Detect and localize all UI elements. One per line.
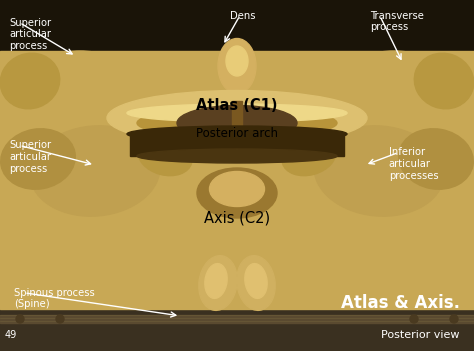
Ellipse shape [399, 129, 474, 189]
Text: Posterior view: Posterior view [381, 331, 460, 340]
Ellipse shape [205, 264, 227, 298]
Ellipse shape [324, 51, 464, 161]
Text: Inferior
articular
processes: Inferior articular processes [389, 147, 438, 181]
Ellipse shape [197, 168, 277, 218]
Bar [157, 128, 317, 133]
Ellipse shape [187, 129, 287, 157]
Text: Superior
articular
process: Superior articular process [9, 140, 52, 174]
Text: Atlas & Axis.: Atlas & Axis. [341, 294, 460, 312]
Ellipse shape [97, 126, 377, 236]
Ellipse shape [30, 126, 160, 216]
Bar [130, 134, 344, 156]
Ellipse shape [414, 53, 474, 109]
Text: Atlas (C1): Atlas (C1) [196, 98, 278, 113]
Ellipse shape [137, 149, 337, 163]
Bar [0, 0, 474, 51]
Ellipse shape [138, 136, 192, 176]
Ellipse shape [127, 104, 347, 122]
Ellipse shape [237, 256, 275, 310]
Ellipse shape [218, 39, 256, 93]
Bar [0, 315, 474, 323]
Bar [0, 309, 474, 351]
Text: Posterior arch: Posterior arch [196, 127, 278, 140]
Ellipse shape [107, 91, 367, 146]
Ellipse shape [0, 129, 75, 189]
Ellipse shape [410, 315, 418, 323]
Ellipse shape [137, 108, 337, 138]
Ellipse shape [199, 256, 237, 310]
Ellipse shape [56, 315, 64, 323]
Ellipse shape [16, 315, 24, 323]
Ellipse shape [245, 264, 267, 298]
Ellipse shape [314, 126, 444, 216]
Ellipse shape [226, 46, 248, 76]
Ellipse shape [127, 126, 347, 142]
Ellipse shape [10, 51, 150, 161]
Text: Spinous process
(Spine): Spinous process (Spine) [14, 288, 95, 310]
Text: Transverse
process: Transverse process [370, 11, 424, 32]
Text: 49: 49 [5, 331, 17, 340]
Bar [0, 51, 474, 309]
Text: Superior
articular
process: Superior articular process [9, 18, 52, 51]
Ellipse shape [450, 315, 458, 323]
Ellipse shape [177, 106, 297, 140]
Ellipse shape [210, 172, 264, 206]
Ellipse shape [282, 136, 336, 176]
Text: Axis (C2): Axis (C2) [204, 210, 270, 225]
Text: Dens: Dens [230, 11, 255, 20]
Ellipse shape [204, 208, 270, 244]
Bar [232, 101, 242, 151]
Ellipse shape [0, 53, 60, 109]
Ellipse shape [210, 218, 264, 268]
